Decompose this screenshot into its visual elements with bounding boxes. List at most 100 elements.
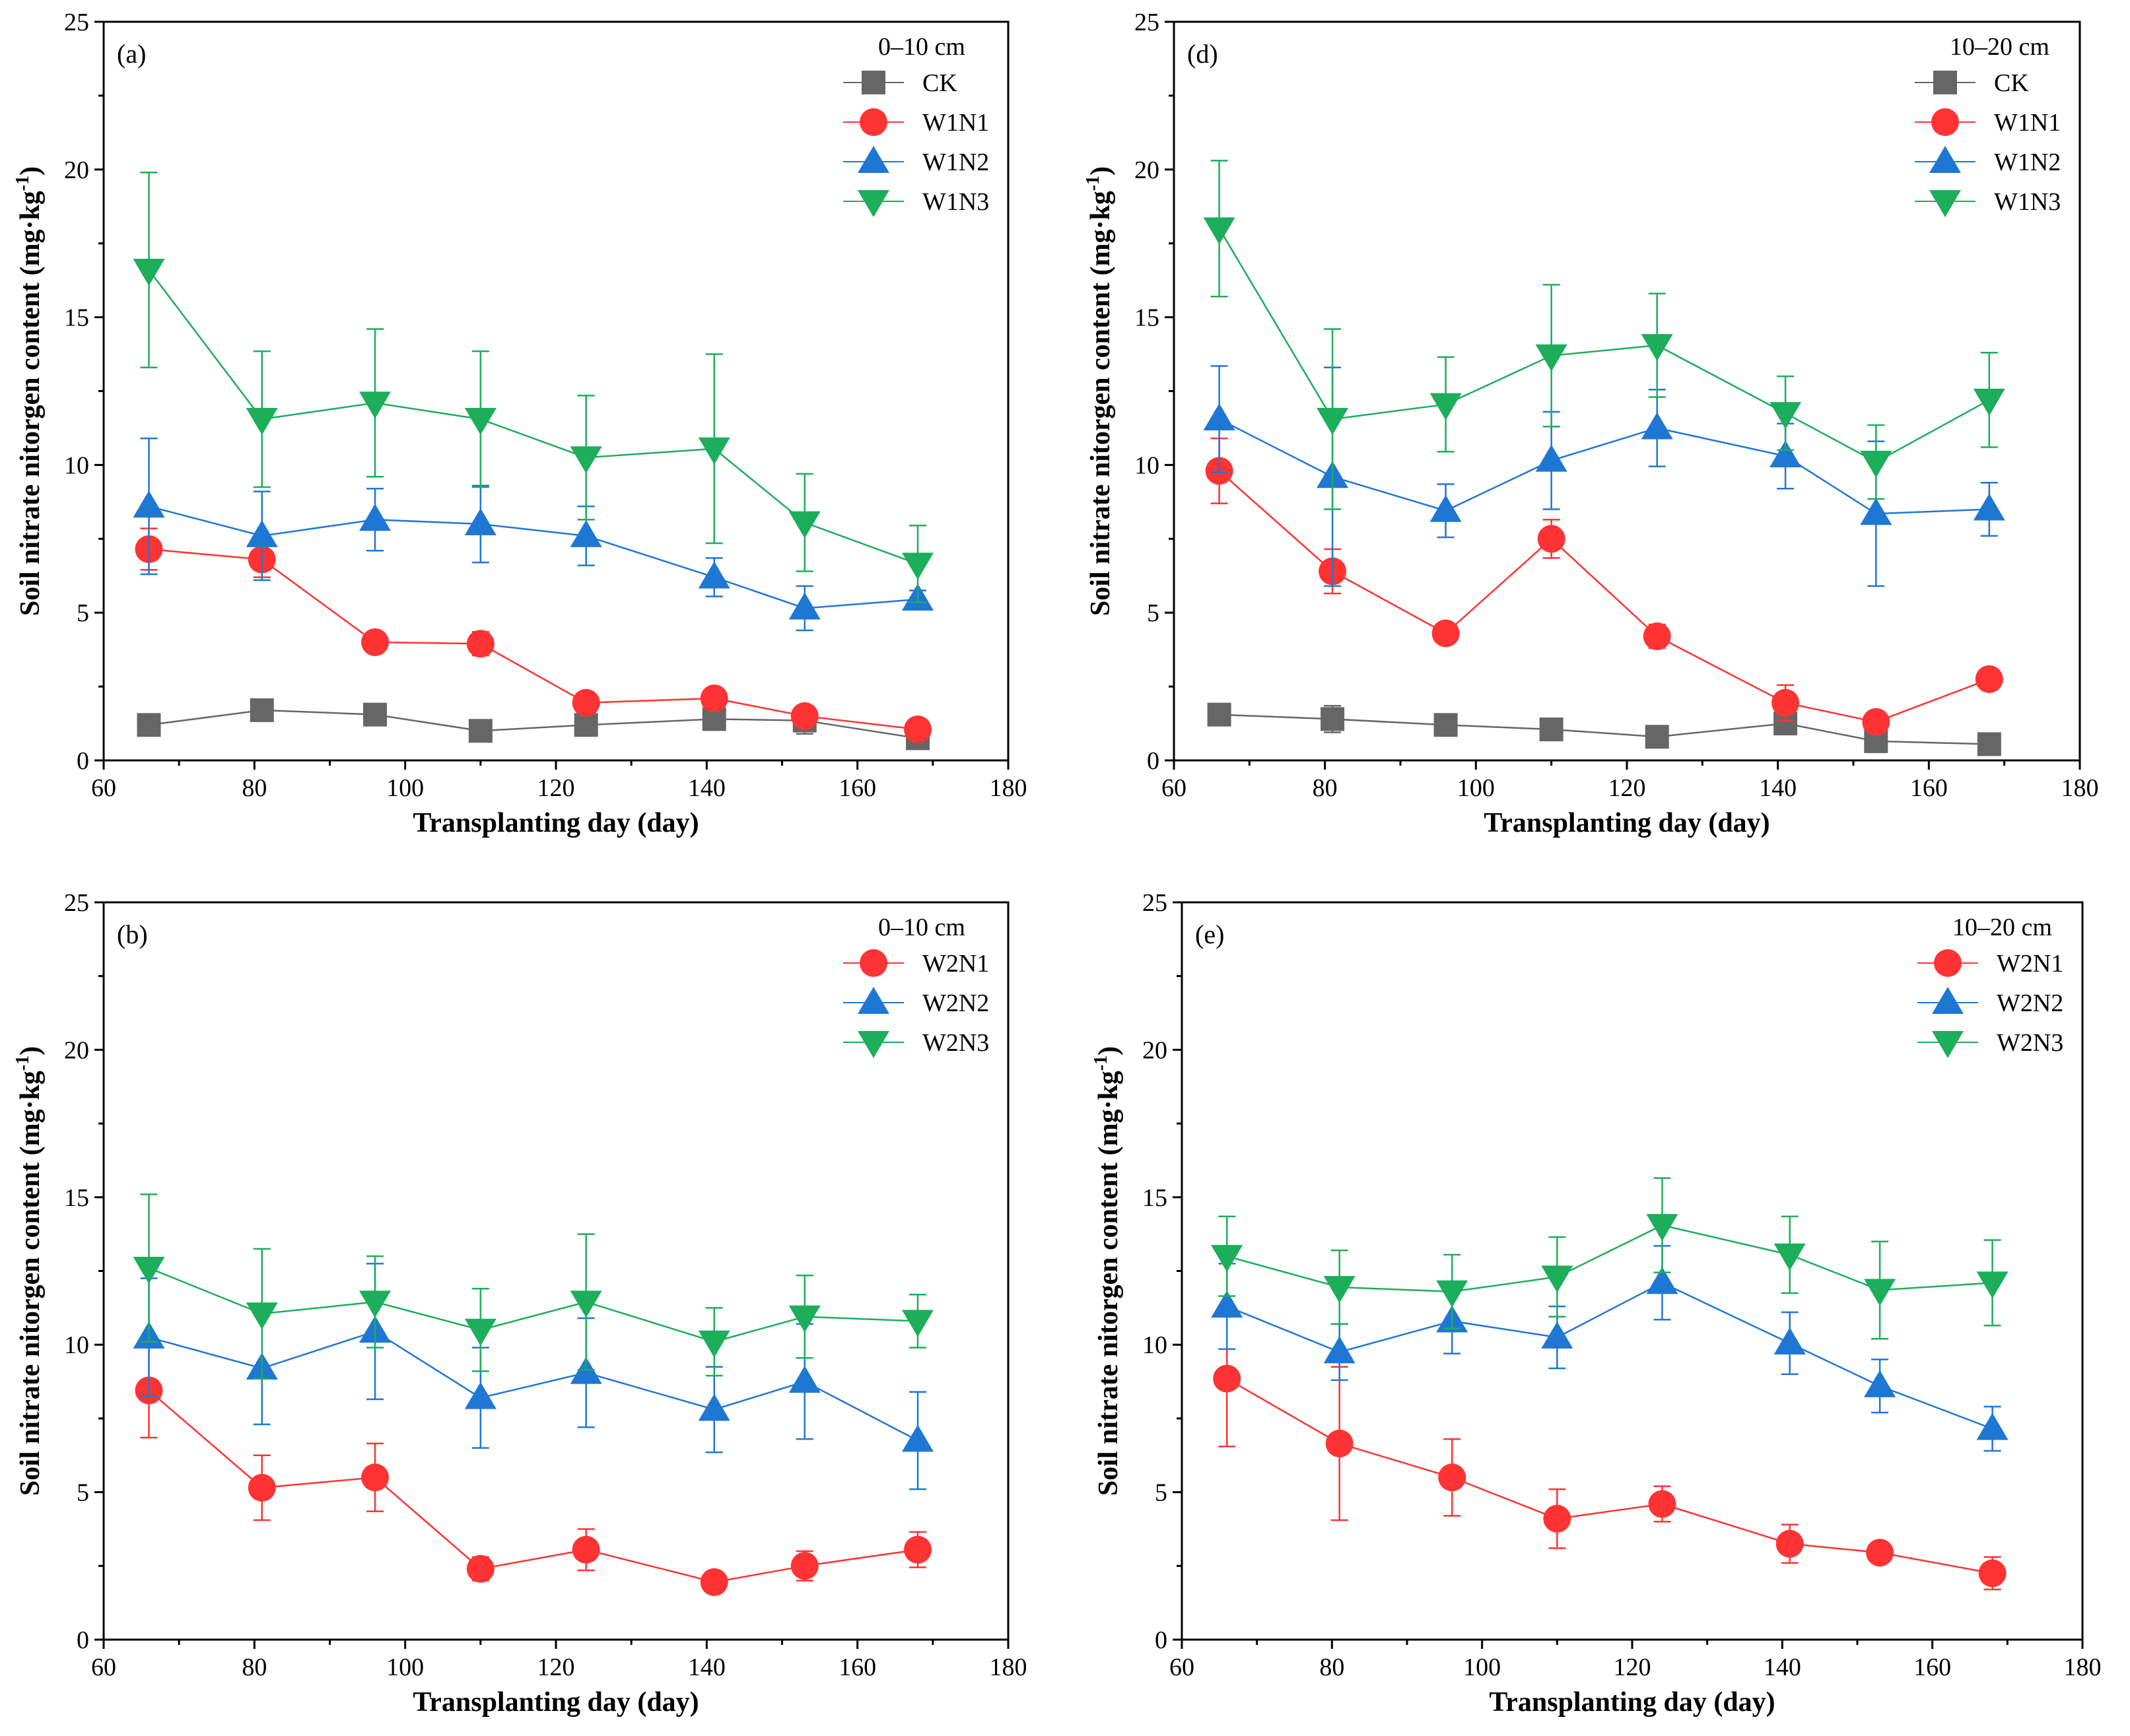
data-point (790, 702, 819, 730)
data-point (1203, 217, 1235, 245)
y-axis-title: Soil nitrate nitorgen content (mg·kg-1) (13, 1046, 46, 1496)
data-point (788, 592, 821, 620)
legend-marker (858, 1031, 889, 1058)
x-axis-title: Transplanting day (day) (413, 1687, 699, 1718)
y-tick-label: 25 (1142, 889, 1167, 917)
data-point (1431, 619, 1460, 648)
data-point (904, 1535, 932, 1564)
data-point (700, 1568, 728, 1596)
data-point (1539, 718, 1563, 742)
data-point (1977, 732, 2001, 756)
x-tick-label: 60 (91, 1653, 116, 1681)
x-tick-label: 80 (1313, 774, 1338, 802)
legend-marker (1929, 190, 1961, 217)
data-point (359, 1290, 391, 1318)
depth-label: 10–20 cm (1950, 33, 2049, 61)
data-point (363, 702, 387, 727)
series-line (1226, 1378, 1993, 1574)
data-point (574, 713, 598, 737)
y-tick-label: 0 (77, 747, 89, 775)
data-point (464, 1318, 497, 1346)
data-point (137, 713, 161, 737)
legend-marker (858, 190, 889, 217)
y-axis-title-close: ) (1093, 1046, 1124, 1055)
data-point (1860, 450, 1892, 478)
series-w2n2 (133, 1263, 934, 1490)
x-axis-title: Transplanting day (day) (413, 808, 699, 838)
x-tick-label: 80 (1319, 1653, 1344, 1681)
y-axis-title-main: Soil nitrate nitorgen content (mg·kg (15, 1071, 46, 1496)
legend-marker (860, 949, 887, 977)
y-tick-label: 5 (77, 599, 89, 627)
x-tick-label: 100 (1457, 774, 1495, 802)
y-tick-label: 0 (77, 1626, 89, 1654)
data-point (1321, 707, 1345, 731)
data-point (698, 437, 730, 465)
data-point (902, 552, 934, 580)
data-point (1323, 1276, 1356, 1304)
data-point (1646, 1214, 1678, 1242)
legend-label: W2N3 (922, 1029, 989, 1057)
y-axis-title-close: ) (1085, 166, 1116, 176)
series-line (148, 269, 918, 565)
series-line (149, 505, 918, 609)
legend-label: W1N3 (922, 188, 989, 216)
depth-label: 10–20 cm (1952, 914, 2052, 941)
y-axis-title-close: ) (15, 166, 46, 176)
legend-label: W1N1 (1994, 109, 2061, 137)
data-point (1864, 1279, 1896, 1306)
data-point (700, 684, 728, 713)
series-line (149, 1330, 918, 1442)
data-point (570, 446, 602, 474)
data-point (1773, 1243, 1806, 1271)
x-tick-label: 100 (1463, 1653, 1501, 1681)
y-tick-label: 10 (64, 451, 89, 479)
data-point (1978, 1559, 2007, 1587)
data-point (1543, 1504, 1571, 1533)
data-point (464, 408, 497, 436)
y-tick-label: 5 (1147, 599, 1159, 627)
data-point (1643, 622, 1671, 651)
y-axis-title-sup: -1 (1083, 176, 1103, 191)
panel-a: 60 80 100 120 140 160 180 0 5 10 15 20 25 Transplanti… (13, 9, 1027, 838)
legend-marker (1933, 71, 1957, 94)
data-point (902, 1424, 934, 1452)
series-line (149, 548, 918, 731)
y-axis-title: Soil nitrate nitorgen content (mg·kg-1) (1091, 1046, 1124, 1496)
data-point (570, 1290, 602, 1318)
data-point (359, 391, 391, 419)
data-point (1436, 1280, 1468, 1308)
data-point (572, 1535, 600, 1564)
series-line (1218, 470, 1990, 723)
data-point (570, 519, 602, 547)
data-point (698, 1393, 730, 1421)
data-point (1769, 440, 1802, 467)
data-point (1975, 665, 2003, 693)
x-tick-label: 120 (537, 774, 575, 802)
data-point (1973, 493, 2005, 521)
data-point (1641, 412, 1673, 440)
panel-b: 60 80 100 120 140 160 180 0 5 10 15 20 25 Transplanti… (13, 889, 1027, 1718)
x-tick-label: 180 (990, 774, 1027, 802)
panel-label: (b) (117, 919, 148, 949)
data-point (1207, 702, 1231, 727)
depth-label: 0–10 cm (878, 914, 965, 941)
data-point (1646, 1267, 1678, 1294)
x-tick-label: 140 (688, 1653, 726, 1681)
data-point (250, 698, 274, 722)
data-point (1866, 1539, 1894, 1567)
data-point (464, 508, 497, 535)
data-point (361, 628, 389, 656)
x-tick-label: 140 (1759, 774, 1797, 802)
series-line (148, 1389, 918, 1584)
series-line (149, 709, 918, 739)
data-point (1325, 1429, 1354, 1457)
series-w1n2 (133, 437, 934, 632)
series-w2n1 (1213, 1310, 2007, 1591)
data-point (246, 408, 278, 436)
data-point (468, 719, 493, 743)
y-tick-label: 25 (1134, 9, 1159, 36)
y-tick-label: 15 (1142, 1184, 1167, 1212)
y-tick-label: 20 (1142, 1036, 1167, 1064)
y-axis-title-sup: -1 (13, 1055, 33, 1071)
